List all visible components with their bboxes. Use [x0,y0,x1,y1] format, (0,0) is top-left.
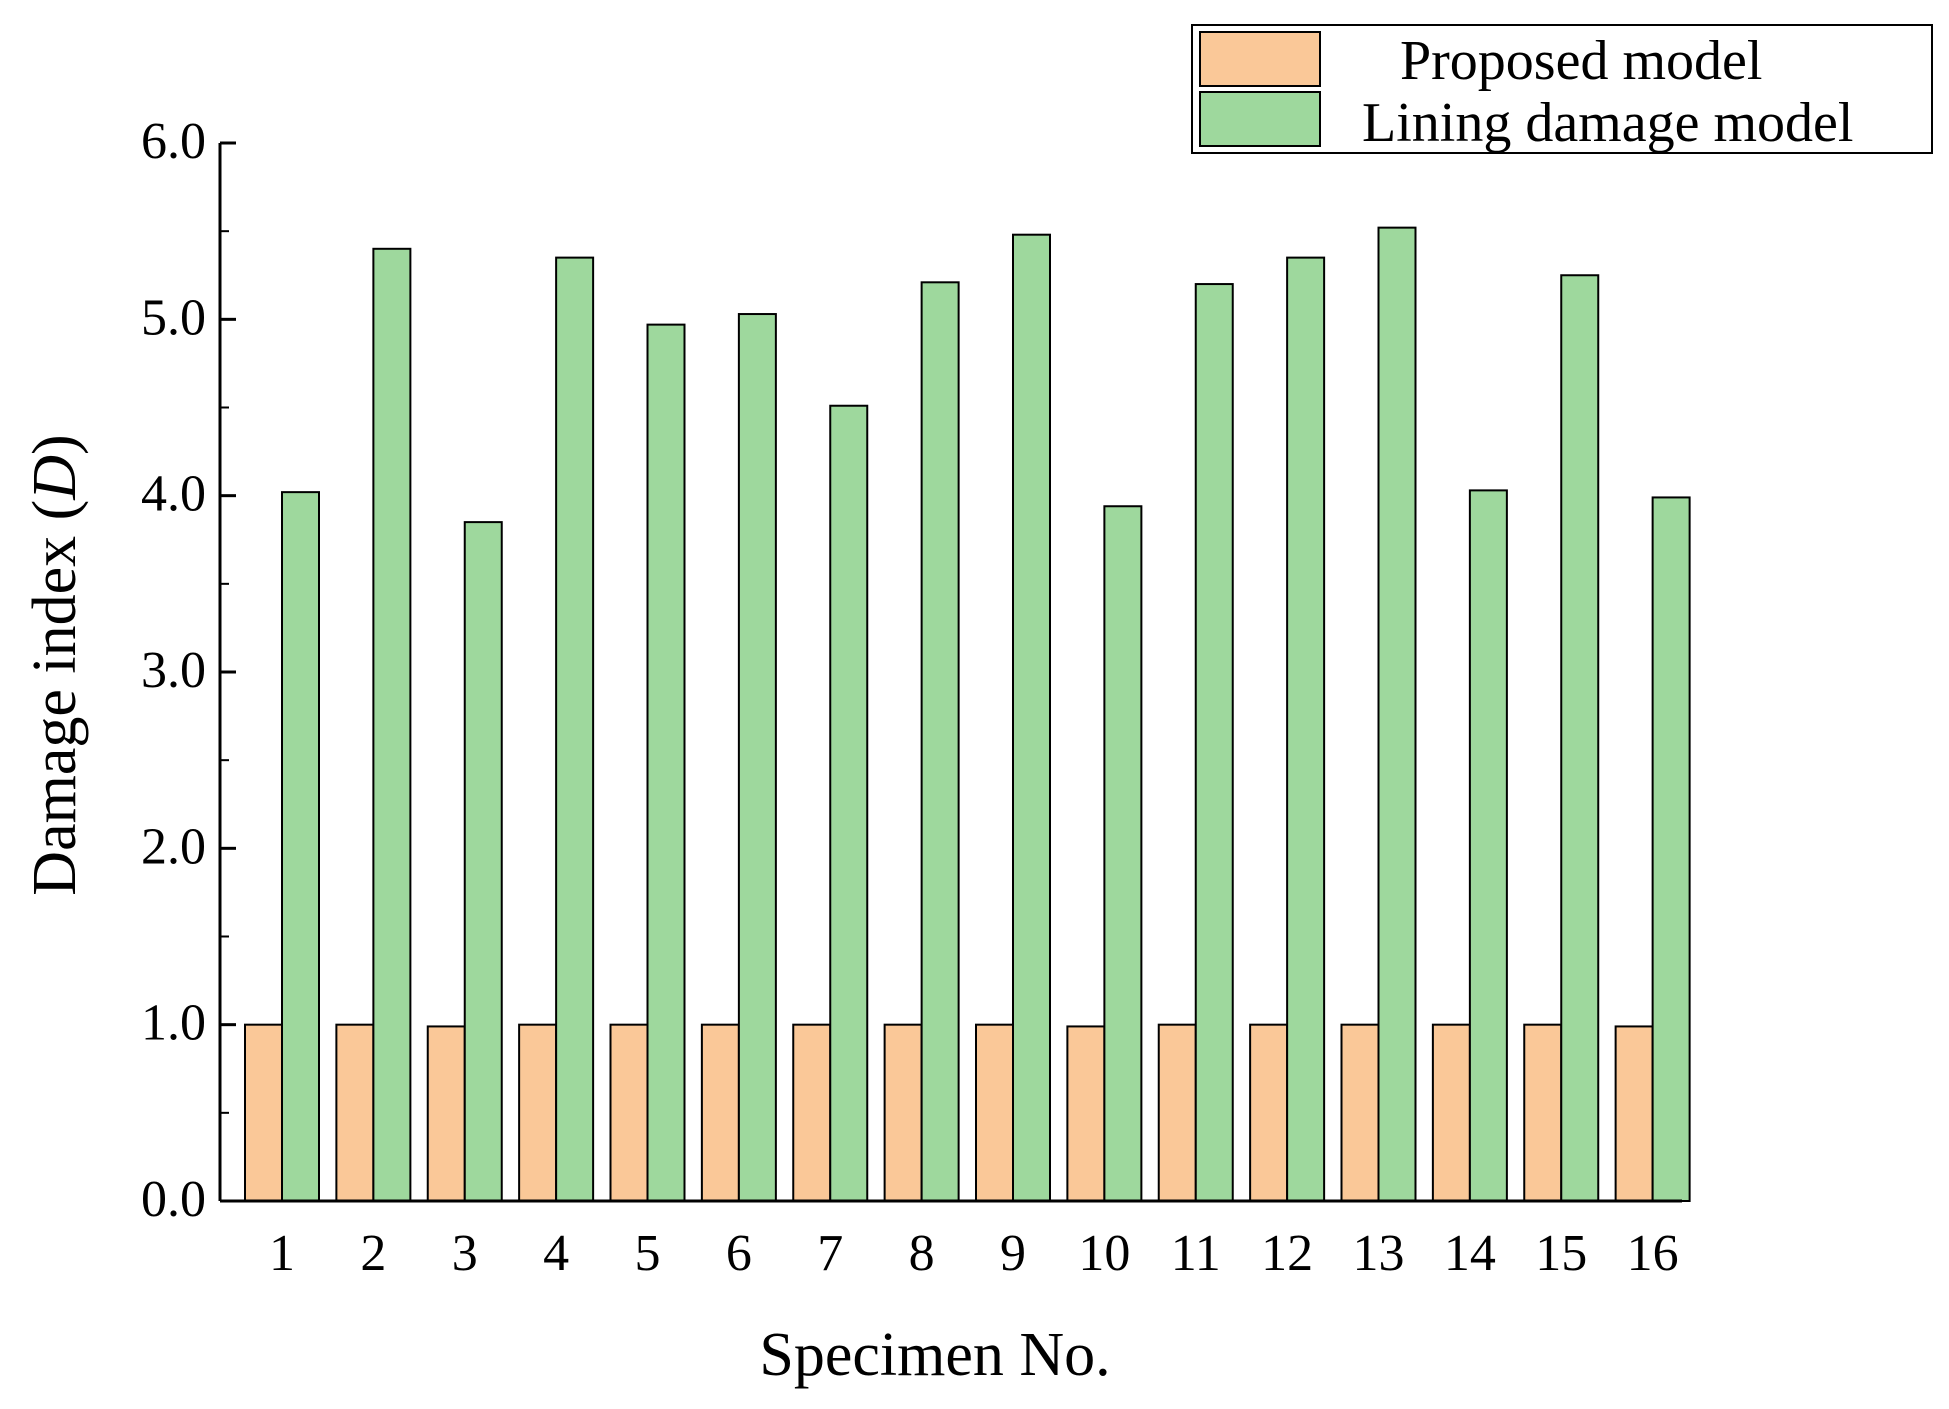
bar-lining-damage-model-16 [1651,496,1691,1202]
bar-proposed-model-3 [426,1025,466,1203]
bar-proposed-model-8 [883,1023,923,1202]
x-tick-label-12: 12 [1261,1225,1313,1282]
bar-lining-damage-model-13 [1377,226,1417,1202]
bars-layer [244,226,1691,1203]
bar-lining-damage-model-1 [281,491,320,1202]
bar-proposed-model-6 [700,1023,740,1202]
legend-swatch-lining-damage-model [1199,91,1321,147]
bar-proposed-model-5 [609,1023,649,1202]
y-axis-title-symbol: D [21,455,89,501]
bar-proposed-model-9 [975,1023,1014,1202]
x-tick-label-15: 15 [1535,1225,1587,1282]
y-tick-label-6.0: 6.0 [141,113,206,170]
bar-lining-damage-model-8 [920,281,960,1202]
legend-label-proposed-model: Proposed model [1400,30,1762,92]
bar-proposed-model-4 [518,1023,558,1202]
bar-proposed-model-14 [1431,1023,1471,1202]
x-tick-label-5: 5 [635,1225,661,1282]
bar-proposed-model-7 [792,1023,832,1202]
bar-proposed-model-11 [1157,1023,1197,1202]
bar-proposed-model-12 [1249,1023,1289,1202]
bar-lining-damage-model-12 [1286,256,1326,1203]
y-tick-label-4.0: 4.0 [141,466,206,523]
bar-proposed-model-15 [1523,1023,1563,1202]
x-tick-label-13: 13 [1353,1225,1405,1282]
bar-proposed-model-1 [244,1023,283,1202]
x-tick-label-11: 11 [1171,1225,1221,1282]
bar-lining-damage-model-14 [1468,489,1508,1203]
legend: Proposed model Lining damage model [1191,24,1933,154]
legend-swatch-proposed-model [1199,31,1321,87]
y-axis-title-suffix: ) [21,434,89,455]
y-axis-title: Damage index (D) [21,434,89,895]
y-axis-title-prefix: Damage index ( [21,500,89,896]
bar-lining-damage-model-11 [1194,283,1234,1203]
x-tick-label-16: 16 [1627,1225,1679,1282]
axes-layer [218,141,1682,1203]
labels-layer: 1 2 3 4 5 6 7 8 9 10 11 12 13 14 15 160.01.02.03.04.05.… [141,113,1679,1282]
x-tick-label-14: 14 [1444,1225,1496,1282]
bar-lining-damage-model-6 [737,313,777,1202]
bar-lining-damage-model-7 [829,404,869,1202]
x-tick-label-6: 6 [726,1225,752,1282]
bar-lining-damage-model-10 [1103,505,1143,1203]
x-tick-label-10: 10 [1078,1225,1130,1282]
x-axis-title: Specimen No. [759,1321,1110,1389]
y-tick-label-0.0: 0.0 [141,1171,206,1228]
x-tick-label-2: 2 [360,1225,386,1282]
x-tick-label-4: 4 [543,1225,569,1282]
x-tick-label-8: 8 [909,1225,935,1282]
y-tick-label-2.0: 2.0 [141,818,206,875]
bar-lining-damage-model-2 [372,247,412,1203]
bar-proposed-model-16 [1614,1025,1654,1203]
bar-lining-damage-model-9 [1012,233,1051,1202]
y-tick-label-3.0: 3.0 [141,642,206,699]
legend-label-lining-damage-model: Lining damage model [1362,92,1853,154]
y-tick-label-1.0: 1.0 [141,995,206,1052]
y-tick-label-5.0: 5.0 [141,289,206,346]
bar-proposed-model-2 [335,1023,375,1202]
bar-lining-damage-model-5 [646,323,686,1202]
x-tick-label-3: 3 [452,1225,478,1282]
bar-proposed-model-13 [1340,1023,1380,1202]
x-tick-label-1: 1 [269,1225,295,1282]
bar-proposed-model-10 [1066,1025,1106,1203]
bar-lining-damage-model-4 [555,256,595,1203]
bar-lining-damage-model-15 [1560,274,1600,1202]
x-tick-label-7: 7 [817,1225,843,1282]
x-tick-label-9: 9 [1000,1225,1026,1282]
bar-lining-damage-model-3 [463,521,503,1202]
